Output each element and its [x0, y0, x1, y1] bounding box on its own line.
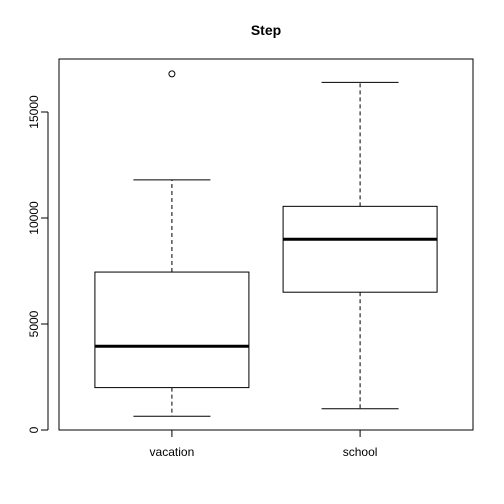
- chart-title: Step: [251, 22, 281, 38]
- y-tick-label: 0: [27, 426, 41, 433]
- chart-marks: 0 5000 10000 15000 vacation school: [27, 70, 438, 459]
- y-tick-label: 5000: [27, 310, 41, 337]
- outlier-vacation: [168, 70, 176, 78]
- y-tick-label: 15000: [27, 95, 41, 129]
- box-vacation: [94, 271, 250, 389]
- box-school: [282, 205, 438, 293]
- x-tick-label-vacation: vacation: [150, 445, 195, 459]
- y-tick-label: 10000: [27, 201, 41, 235]
- x-tick-label-school: school: [343, 445, 378, 459]
